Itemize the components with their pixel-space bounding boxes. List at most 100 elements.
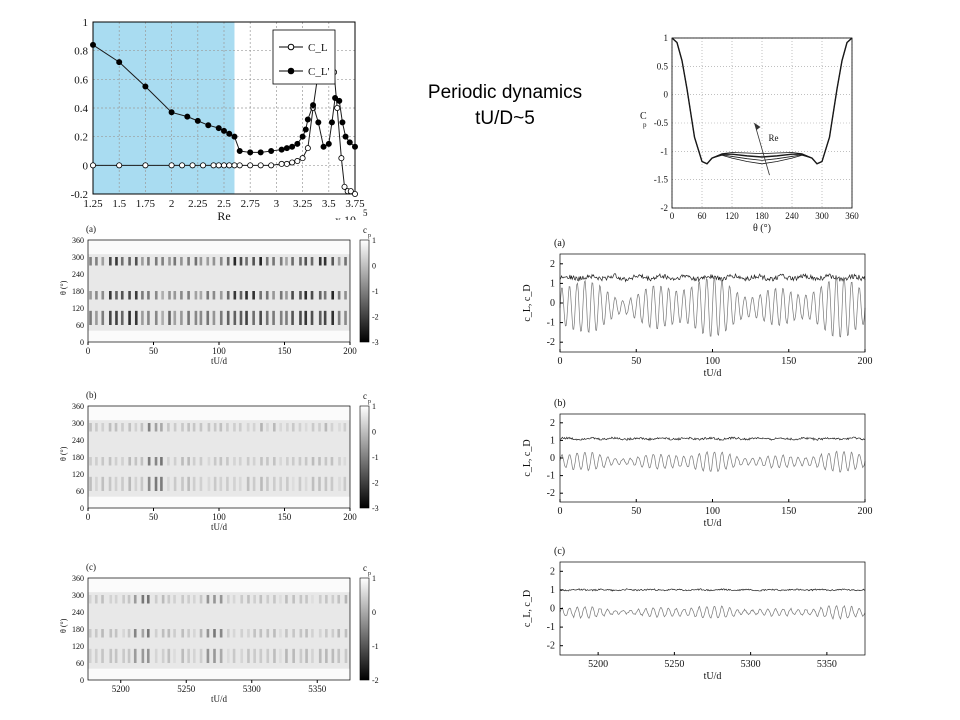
- heatmap-stripe: [199, 457, 203, 466]
- data-point-cl-prime: [336, 97, 343, 104]
- y-tick-label: 360: [72, 236, 84, 245]
- data-point-cl-prime: [268, 147, 275, 154]
- heatmap-stripe: [266, 457, 269, 466]
- heatmap-stripe: [247, 595, 250, 604]
- x-tick-label: 100: [705, 506, 720, 517]
- data-point-cl-prime: [226, 130, 233, 137]
- heatmap-stripe: [226, 291, 230, 300]
- heatmap-stripe: [181, 423, 184, 432]
- data-point-cl: [90, 162, 97, 169]
- heatmap-stripe: [154, 476, 158, 491]
- heatmap-stripe: [168, 291, 171, 300]
- y-axis-label-sub: p: [643, 121, 647, 129]
- heatmap-stripe: [181, 629, 185, 638]
- heatmap-stripe: [154, 629, 158, 638]
- heatmap-stripe: [88, 595, 92, 604]
- heatmap-stripe: [337, 257, 341, 266]
- y-axis-label: c_L, c_D: [522, 284, 533, 321]
- heatmap-stripe: [114, 629, 118, 638]
- heatmap-stripe: [260, 476, 263, 491]
- heatmap-stripe: [238, 457, 242, 466]
- cp-map-c-panel: (c) 5200 5250 5300 5350 360 300 240 180 120 60 0 tU/…: [50, 560, 390, 710]
- data-point-cl: [347, 188, 354, 195]
- data-point-cl-prime: [310, 102, 317, 109]
- heatmap-stripe: [109, 310, 112, 325]
- colorbar: [359, 405, 370, 509]
- colorbar-title-sub: p: [368, 233, 371, 239]
- x-tick-label: 150: [781, 356, 796, 367]
- x-tick-label: 360: [845, 211, 859, 221]
- x-tick-label: 200: [343, 346, 357, 356]
- data-point-cl: [338, 155, 345, 162]
- heatmap-stripe: [233, 310, 237, 325]
- heatmap-stripe: [305, 648, 308, 663]
- x-tick-label: 5200: [588, 659, 608, 670]
- heatmap-stripe: [101, 629, 104, 638]
- heatmap-stripe: [291, 423, 295, 432]
- colorbar: [359, 239, 370, 343]
- heatmap-stripe: [109, 595, 113, 604]
- y-tick-label: 60: [76, 659, 84, 668]
- y-tick-label: 0: [80, 504, 84, 513]
- panel-label: (c): [554, 546, 565, 557]
- heatmap-stripe: [154, 291, 158, 300]
- heatmap-stripe: [304, 310, 308, 325]
- heatmap-stripe: [187, 476, 190, 491]
- heatmap-stripe: [291, 310, 294, 325]
- series-line-cd: [559, 272, 866, 283]
- cp-vs-theta-panel: 0 60 120 180 240 300 360 1 0.5 0 -0.5 -1 -1.5 -2 θ (°)…: [630, 30, 870, 240]
- heatmap-stripe: [154, 595, 158, 604]
- heatmap-stripe: [260, 457, 263, 466]
- heatmap-stripe: [253, 595, 256, 604]
- heatmap-stripe: [233, 457, 236, 466]
- heatmap-stripe: [344, 310, 347, 325]
- data-point-cl: [220, 162, 227, 169]
- heatmap-stripe: [260, 423, 263, 432]
- data-point-cl: [200, 162, 207, 169]
- panel-label: (c): [86, 562, 96, 572]
- heatmap-stripe: [121, 457, 124, 466]
- heatmap-stripe: [252, 310, 255, 325]
- data-point-cl-prime: [320, 143, 327, 150]
- heatmap-stripe: [133, 629, 137, 638]
- heatmap-stripe: [259, 648, 263, 663]
- heatmap-stripe: [141, 291, 144, 300]
- heatmap-stripe: [325, 629, 328, 638]
- y-tick-label: 300: [72, 253, 84, 262]
- y-tick-label: -2: [547, 337, 555, 348]
- heatmap-stripe: [247, 629, 250, 638]
- series-line-cd: [559, 436, 866, 442]
- heatmap-band: [88, 254, 350, 331]
- heatmap-stripe: [120, 291, 124, 300]
- heatmap-stripe: [253, 648, 256, 663]
- panel-label: (b): [554, 398, 566, 409]
- data-point-cl: [294, 158, 301, 165]
- heatmap-stripe: [147, 423, 151, 432]
- heatmap-stripe: [187, 457, 190, 466]
- heatmap-stripe: [318, 476, 321, 491]
- heatmap-stripe: [192, 629, 196, 638]
- panel-label: (a): [554, 238, 565, 249]
- heatmap-stripe: [272, 257, 275, 266]
- x-tick-label: 0: [558, 506, 563, 517]
- heatmap-stripe: [134, 476, 138, 491]
- heatmap-stripe: [199, 310, 203, 325]
- heatmap-stripe: [192, 457, 196, 466]
- heatmap-stripe: [187, 648, 190, 663]
- heatmap-stripe: [219, 423, 223, 432]
- forces-b-chart: (b) 0 50 100 150 200 2 1 0 -1 -2 tU/d c_L, c_D: [522, 398, 873, 529]
- colorbar-tick-label: -3: [372, 504, 379, 513]
- x-tick-label: 100: [705, 356, 720, 367]
- y-tick-label: 300: [72, 591, 84, 600]
- data-point-cl: [299, 155, 306, 162]
- force-vs-re-panel: 1.25 1.5 1.75 2 2.25 2.5 2.75 3 3.25 3.5 3.75 1 0.8 0…: [55, 10, 375, 227]
- heatmap-stripe: [167, 423, 170, 432]
- heatmap-stripe: [305, 595, 308, 604]
- heatmap-stripe: [238, 476, 242, 491]
- heatmap-stripe: [338, 423, 341, 432]
- heatmap-stripe: [128, 257, 131, 266]
- heatmap-stripe: [187, 291, 190, 300]
- y-tick-label: 180: [72, 625, 84, 634]
- heatmap-stripe: [206, 310, 210, 325]
- force-vs-re-chart: 1.25 1.5 1.75 2 2.25 2.5 2.75 3 3.25 3.5 3.75 1 0.8 0…: [71, 17, 368, 227]
